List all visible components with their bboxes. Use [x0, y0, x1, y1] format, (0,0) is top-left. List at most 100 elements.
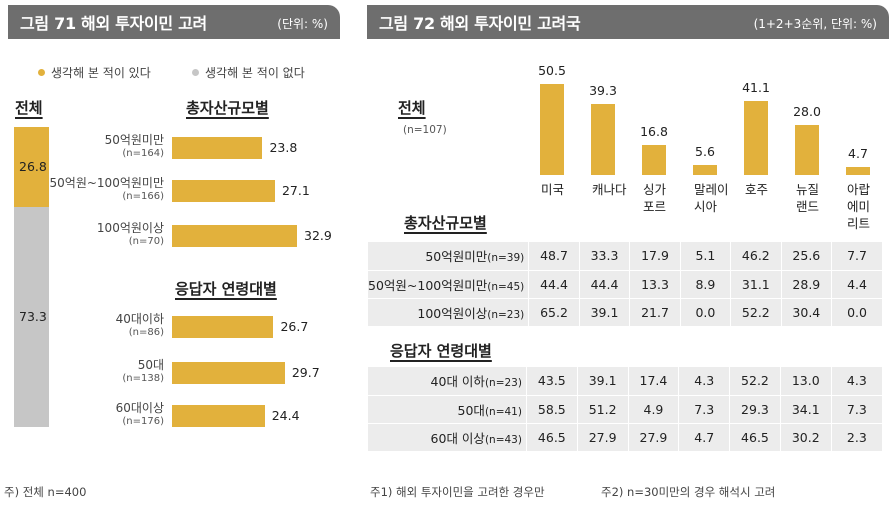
country-name-line: 포르: [643, 199, 667, 214]
legend-no: 생각해 본 적이 없다: [192, 64, 305, 81]
table-cell: 44.4: [528, 270, 580, 299]
fig71-bar: [172, 137, 263, 159]
fig72-note1: 주1) 해외 투자이민을 고려한 경우만: [370, 485, 545, 499]
fig71-bar-value: 23.8: [269, 140, 298, 155]
row-label-n: (n=23): [484, 377, 522, 390]
fig72-table-age: 40대 이하(n=23) 43.5 39.1 17.4 4.3 52.2 13.0 4.3 50…: [368, 367, 882, 452]
table-cell: 30.4: [780, 298, 832, 327]
fig72-country-bar: [744, 101, 768, 175]
table-cell: 13.3: [629, 270, 681, 299]
table-cell: 27.9: [627, 423, 679, 452]
row-label-text: 40대 이하: [430, 374, 485, 390]
fig72-country-bar: [591, 104, 615, 175]
fig71-group2-title: 응답자 연령대별: [175, 280, 277, 298]
category-n: (n=166): [122, 191, 164, 202]
table-cell: 4.7: [678, 423, 730, 452]
table-cell: 30.2: [779, 423, 832, 452]
fig72-total-title: 전체: [398, 99, 426, 117]
row-label: 100억원이상(n=23): [368, 298, 529, 327]
country-name-line: 캐나다: [592, 182, 627, 197]
country-name-line: 뉴질: [796, 182, 820, 197]
country-name-line: 싱가: [643, 182, 667, 197]
fig72-country-value: 39.3: [589, 83, 617, 99]
total-value-no: 73.3: [19, 309, 47, 325]
row-label-text: 50억원~100억원미만: [368, 277, 488, 293]
category-n: (n=164): [122, 148, 164, 159]
fig72-total-n: (n=107): [403, 124, 447, 136]
category-name: 40대이하: [115, 312, 164, 326]
fig71-category-label: 60대이상 (n=176): [116, 401, 164, 429]
table-cell: 13.0: [779, 367, 832, 396]
table-row: 60대 이상(n=43) 46.5 27.9 27.9 4.7 46.5 30.2 2.3: [368, 423, 882, 452]
table-row: 100억원이상(n=23) 65.2 39.1 21.7 0.0 52.2 30.4 0.0: [368, 298, 882, 327]
fig71-category-label: 50억원~100억원미만 (n=166): [50, 176, 164, 204]
fig72-header: 그림 72 해외 투자이민 고려국 (1+2+3순위, 단위: %): [367, 5, 889, 39]
category-name: 50대: [137, 358, 164, 372]
category-name: 50억원미만: [104, 133, 164, 147]
fig71-bar: [172, 225, 298, 247]
fig72-country-bar: [693, 164, 717, 175]
table-cell: 8.9: [679, 270, 731, 299]
fig71-title: 그림 71 해외 투자이민 고려: [20, 14, 207, 33]
table-cell: 21.7: [629, 298, 681, 327]
table-row: 50억원~100억원미만(n=45) 44.4 44.4 13.3 8.9 31.1 28.…: [368, 270, 882, 299]
fig72-country-value: 5.6: [695, 143, 715, 159]
fig71-bar: [172, 405, 265, 427]
fig71-category-label: 40대이하 (n=86): [116, 312, 164, 340]
row-label-text: 50대: [457, 402, 485, 418]
country-name-line: 랜드: [796, 199, 820, 214]
fig72-country-value: 16.8: [640, 123, 668, 139]
fig71-category-label: 100억원이상 (n=70): [97, 221, 164, 249]
table-cell: 17.9: [629, 242, 681, 271]
fig72-title: 그림 72 해외 투자이민 고려국: [379, 14, 581, 33]
total-bar-no: [14, 207, 49, 427]
total-bar-yes: [14, 127, 49, 208]
fig72-country-bar: [795, 124, 819, 175]
table-cell: 39.1: [578, 298, 630, 327]
table-cell: 29.3: [729, 395, 781, 424]
category-n: (n=176): [122, 416, 164, 427]
row-label-n: (n=45): [487, 280, 525, 293]
row-label-text: 100억원이상: [417, 305, 488, 321]
country-name-line: 아랍: [847, 182, 871, 197]
fig71-bar: [172, 362, 285, 384]
table-cell: 4.3: [678, 367, 730, 396]
table-cell: 52.2: [730, 298, 782, 327]
fig71-group1-title: 총자산규모별: [186, 99, 269, 117]
row-label-n: (n=23): [487, 308, 525, 321]
category-name: 50억원~100억원미만: [49, 176, 164, 190]
category-name: 60대이상: [115, 401, 164, 415]
country-name-line: 말레이: [694, 182, 729, 197]
country-name-line: 시아: [694, 199, 718, 214]
fig71-bar-value: 29.7: [291, 365, 320, 380]
fig71-unit: (단위: %): [277, 17, 328, 31]
table-cell: 52.2: [729, 367, 781, 396]
row-label-text: 60대 이상: [430, 430, 485, 446]
category-n: (n=138): [122, 373, 164, 384]
table-cell: 0.0: [679, 298, 731, 327]
table-row: 50억원미만(n=39) 48.7 33.3 17.9 5.1 46.2 25.6 7.7: [368, 242, 882, 271]
table-cell: 25.6: [780, 242, 832, 271]
table-row: 50대(n=41) 58.5 51.2 4.9 7.3 29.3 34.1 7.3: [368, 395, 882, 424]
fig71-total-title: 전체: [15, 99, 43, 117]
fig71-category-label: 50대 (n=138): [122, 358, 164, 386]
table-cell: 58.5: [525, 395, 578, 424]
table-cell: 34.1: [779, 395, 832, 424]
table-cell: 4.4: [831, 270, 882, 299]
category-n: (n=86): [128, 327, 164, 338]
fig72-country-value: 4.7: [848, 145, 868, 161]
country-name-line: 리트: [847, 216, 871, 231]
fig72-country-bar: [540, 84, 564, 175]
row-label: 50대(n=41): [368, 395, 527, 424]
fig72-country-value: 41.1: [742, 80, 770, 96]
fig72-country-value: 28.0: [793, 103, 821, 119]
table-cell: 44.4: [578, 270, 630, 299]
row-label: 50억원~100억원미만(n=45): [368, 270, 529, 299]
row-label-n: (n=39): [487, 252, 525, 265]
fig72-country-value: 50.5: [538, 63, 566, 79]
fig71-bar: [172, 316, 274, 338]
table-cell: 27.9: [576, 423, 629, 452]
table-cell: 28.9: [780, 270, 832, 299]
table-row: 40대 이하(n=23) 43.5 39.1 17.4 4.3 52.2 13.0 4.3: [368, 367, 882, 396]
